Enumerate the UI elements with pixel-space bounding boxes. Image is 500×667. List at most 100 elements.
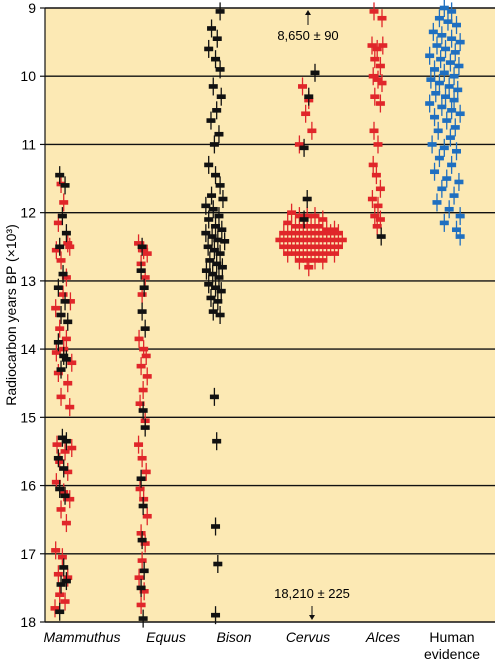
mammuthus-black-point	[56, 306, 66, 324]
alces-red-point	[373, 196, 383, 215]
mammuthus-black-point	[59, 558, 69, 577]
alces-red-point	[368, 67, 378, 86]
bison-black-point	[216, 282, 226, 301]
mammuthus-red-point	[63, 234, 73, 253]
mammuthus-red-point	[63, 568, 73, 587]
equus-red-point	[135, 479, 145, 498]
alces-red-point	[367, 190, 377, 209]
equus-red-point	[139, 241, 149, 260]
alces-red-point	[375, 56, 385, 75]
cervus-red-point	[302, 207, 312, 226]
bison-black-point	[204, 210, 214, 229]
mammuthus-red-point	[65, 292, 75, 311]
cervus-black-point	[310, 63, 320, 82]
mammuthus-red-point	[60, 592, 70, 611]
equus-red-point	[141, 462, 151, 481]
human-evidence-blue-point	[454, 56, 464, 75]
equus-red-point	[138, 381, 148, 400]
y-tick-label-16: 16	[20, 478, 36, 494]
alces-red-point	[373, 70, 383, 89]
bison-black-point	[211, 517, 221, 536]
human-evidence-blue-point	[449, 67, 459, 86]
mammuthus-red-point	[63, 462, 73, 481]
bison-black-point	[207, 19, 217, 38]
alces-red-point	[367, 36, 377, 55]
category-labels: Mammuthus Equus Bison Cervus Alces Human evide…	[43, 629, 480, 662]
bison-black-point	[207, 227, 217, 246]
y-axis: 9 10 11 12 13 14 15 16 17 18	[20, 0, 46, 630]
bison-black-point	[203, 237, 213, 256]
equus-black-point	[137, 302, 147, 321]
human-evidence-blue-point	[428, 22, 438, 41]
mammuthus-black-point	[53, 449, 63, 468]
equus-black-point	[137, 531, 147, 550]
human-evidence-blue-point	[455, 207, 465, 226]
bison-black-point	[216, 87, 226, 106]
mammuthus-red-point	[50, 599, 60, 618]
human-evidence-blue-point	[455, 104, 465, 123]
cervus-red-point	[310, 251, 320, 270]
y-tick-label-13: 13	[20, 273, 36, 289]
mammuthus-red-point	[61, 329, 71, 348]
equus-red-point	[137, 551, 147, 570]
equus-red-point	[134, 234, 144, 253]
mammuthus-red-point	[65, 237, 75, 256]
category-label-bison: Bison	[216, 629, 251, 645]
human-evidence-blue-point	[437, 97, 447, 116]
mammuthus-black-point	[61, 572, 71, 591]
gridlines	[45, 7, 495, 623]
bison-black-point	[208, 302, 218, 321]
human-evidence-blue-point	[432, 193, 442, 212]
human-evidence-blue-point	[432, 36, 442, 55]
equus-black-point	[138, 497, 148, 516]
cervus-red-point	[283, 213, 293, 232]
mammuthus-red-point	[61, 514, 71, 533]
human-evidence-blue-point	[443, 12, 453, 31]
mammuthus-black-point	[53, 278, 63, 297]
annotation-top: 8,650 ± 90	[277, 28, 338, 43]
human-evidence-blue-point	[455, 33, 465, 52]
human-evidence-blue-point	[434, 149, 444, 168]
bison-black-point	[207, 186, 217, 205]
human-evidence-blue-point	[442, 169, 452, 188]
equus-red-point	[134, 329, 144, 348]
human-evidence-blue-point	[447, 101, 457, 120]
human-evidence-blue-point	[431, 84, 441, 103]
annotation-arrowhead-up	[305, 10, 311, 15]
alces-red-point	[375, 94, 385, 113]
alces-red-point	[372, 217, 382, 236]
equus-red-point	[134, 568, 144, 587]
mammuthus-red-point	[53, 363, 63, 382]
bison-black-point	[212, 432, 222, 451]
bison-black-point	[214, 268, 224, 287]
human-evidence-blue-point	[453, 80, 463, 99]
category-label-mammuthus: Mammuthus	[43, 629, 120, 645]
bison-black-point	[211, 278, 221, 297]
mammuthus-red-point	[67, 439, 77, 458]
human-evidence-blue-point	[452, 142, 461, 161]
cervus-black-point	[299, 210, 309, 229]
bison-black-point	[213, 292, 223, 311]
bison-black-point	[211, 50, 221, 69]
equus-black-point	[136, 469, 146, 488]
bison-black-point	[204, 275, 214, 294]
plot-background	[45, 8, 495, 622]
mammuthus-black-point	[55, 479, 65, 498]
y-tick-label-18: 18	[20, 614, 36, 630]
human-evidence-blue-point	[445, 128, 455, 147]
human-evidence-blue-point	[444, 200, 454, 219]
category-label-human-evidence: Human evidence	[424, 629, 480, 662]
alces-red-point	[378, 36, 388, 55]
category-label-equus: Equus	[146, 629, 186, 645]
human-evidence-blue-point	[445, 53, 455, 72]
equus-red-point	[136, 357, 146, 376]
cervus-red-point	[307, 121, 317, 140]
mammuthus-red-point	[51, 343, 61, 362]
y-tick-label-14: 14	[20, 341, 36, 357]
alces-red-point	[370, 50, 380, 69]
mammuthus-black-point	[57, 428, 67, 447]
bison-black-point	[201, 261, 211, 280]
alces-red-point	[369, 2, 379, 21]
equus-black-point	[139, 561, 149, 580]
